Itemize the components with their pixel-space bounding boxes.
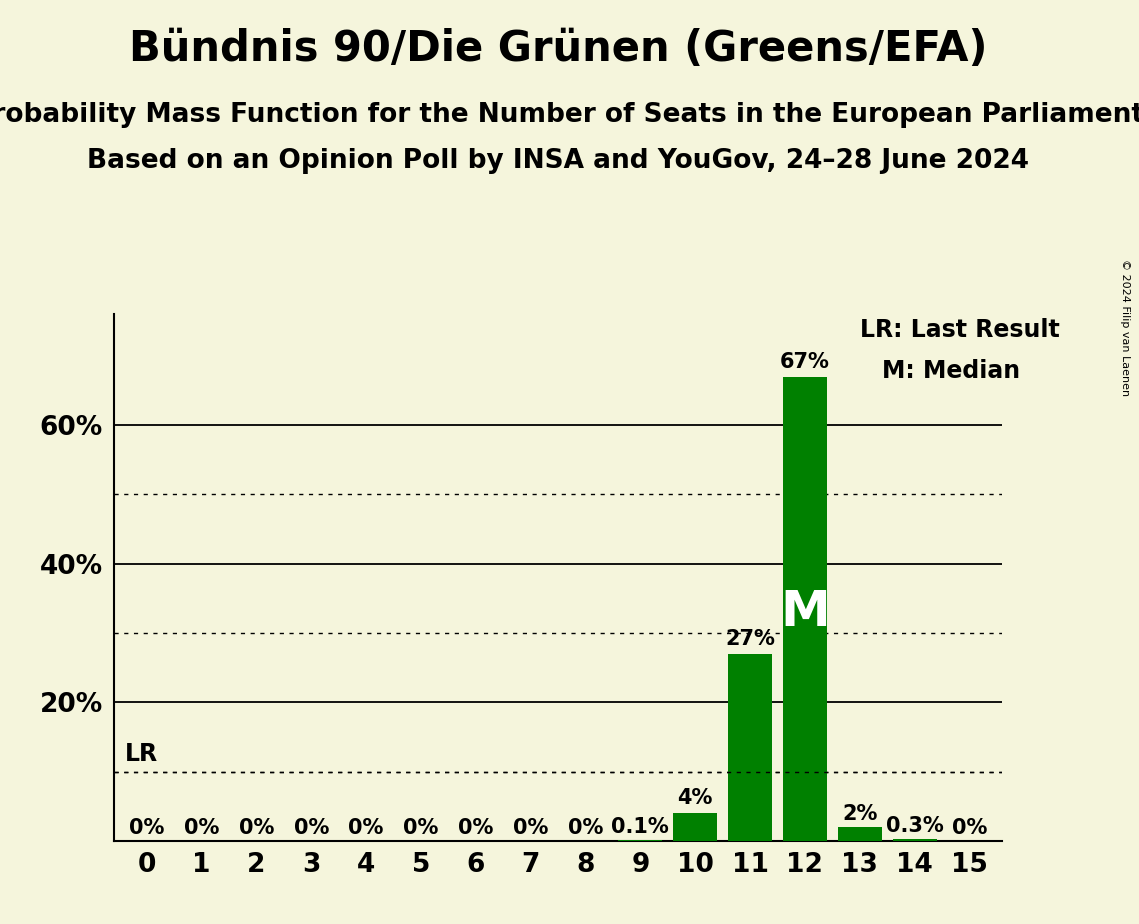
Text: 0%: 0% (403, 818, 439, 838)
Text: M: Median: M: Median (882, 359, 1019, 383)
Text: Probability Mass Function for the Number of Seats in the European Parliament: Probability Mass Function for the Number… (0, 102, 1139, 128)
Bar (838, 827, 882, 841)
Text: 0%: 0% (185, 818, 220, 838)
Text: Bündnis 90/Die Grünen (Greens/EFA): Bündnis 90/Die Grünen (Greens/EFA) (129, 28, 988, 69)
Text: Based on an Opinion Poll by INSA and YouGov, 24–28 June 2024: Based on an Opinion Poll by INSA and You… (87, 148, 1030, 174)
Bar (673, 813, 718, 841)
Text: 2%: 2% (842, 804, 877, 824)
Text: 0.1%: 0.1% (612, 818, 670, 837)
Text: 0%: 0% (513, 818, 548, 838)
Bar (728, 654, 772, 841)
Text: 0%: 0% (458, 818, 493, 838)
Text: 0%: 0% (349, 818, 384, 838)
Text: LR: Last Result: LR: Last Result (860, 318, 1059, 342)
Text: 67%: 67% (780, 352, 830, 371)
Text: 27%: 27% (726, 629, 775, 649)
Bar (782, 377, 827, 841)
Text: 0%: 0% (239, 818, 274, 838)
Text: 0%: 0% (294, 818, 329, 838)
Text: M: M (780, 589, 830, 636)
Text: 0.3%: 0.3% (886, 816, 943, 836)
Text: 4%: 4% (678, 788, 713, 808)
Text: 0%: 0% (952, 818, 988, 838)
Text: LR: LR (125, 742, 158, 766)
Text: © 2024 Filip van Laenen: © 2024 Filip van Laenen (1121, 259, 1130, 395)
Bar (893, 839, 936, 841)
Text: 0%: 0% (568, 818, 604, 838)
Text: 0%: 0% (129, 818, 164, 838)
